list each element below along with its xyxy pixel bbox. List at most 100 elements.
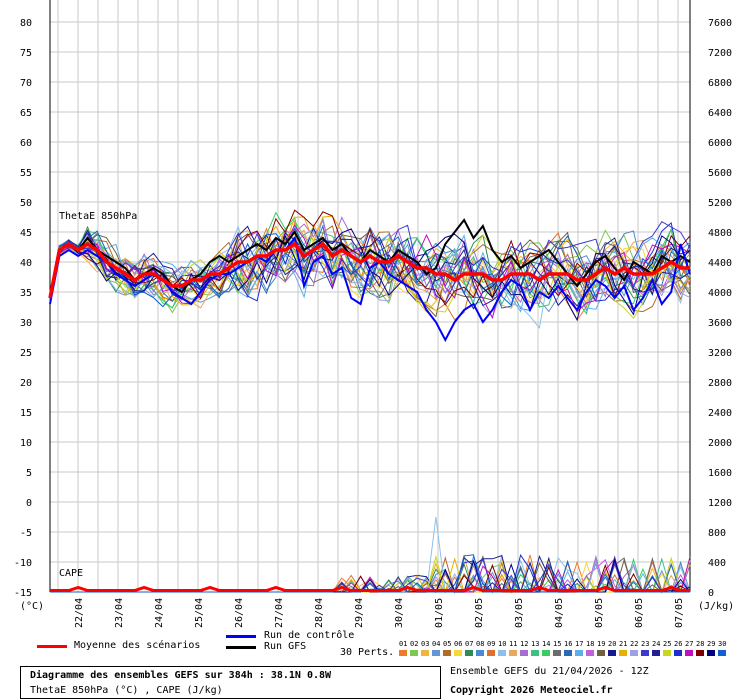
left-tick-label: 60 — [20, 138, 32, 149]
mean-legend-label: Moyenne des scénarios — [74, 640, 201, 651]
pert-swatch — [476, 650, 484, 656]
perturbation-line — [49, 227, 691, 308]
pert-number: 24 — [652, 640, 661, 648]
pert-number: 26 — [674, 640, 683, 648]
pert-number: 01 — [399, 640, 408, 648]
x-tick-label: 28/04 — [314, 598, 325, 628]
left-axis-label: (°C) — [20, 601, 45, 612]
x-tick-label: 22/04 — [74, 598, 85, 628]
mean-legend-line — [37, 645, 67, 648]
pert-swatch — [465, 650, 473, 656]
pert-number: 20 — [608, 640, 617, 648]
pert-number: 18 — [586, 640, 595, 648]
pert-number: 04 — [432, 640, 441, 648]
pert-number: 02 — [410, 640, 419, 648]
left-tick-label: 50 — [20, 198, 32, 209]
right-tick-label: 2800 — [708, 378, 732, 389]
gfs-legend-line — [226, 646, 256, 649]
main-series — [48, 218, 691, 592]
pert-swatch — [520, 650, 528, 656]
left-tick-label: 15 — [20, 408, 32, 419]
pert-number: 13 — [531, 640, 540, 648]
pert-number: 23 — [641, 640, 650, 648]
right-tick-label: 5600 — [708, 168, 732, 179]
gfs-legend-label: Run GFS — [264, 641, 307, 652]
x-tick-label: 27/04 — [274, 598, 285, 628]
right-tick-label: 4400 — [708, 258, 732, 269]
pert-number: 12 — [520, 640, 529, 648]
pert-number: 30 — [718, 640, 727, 648]
pert-number: 21 — [619, 640, 628, 648]
pert-swatch — [542, 650, 550, 656]
right-axis-ticks: 7600720068006400600056005200480044004000… — [708, 18, 732, 599]
chart-title: Diagramme des ensembles GEFS sur 384h : … — [30, 670, 332, 681]
pert-number: 05 — [443, 640, 452, 648]
perturbation-line — [49, 226, 691, 311]
right-tick-label: 5200 — [708, 198, 732, 209]
x-tick-label: 03/05 — [514, 598, 525, 628]
left-tick-label: 0 — [26, 498, 32, 509]
right-tick-label: 800 — [708, 528, 726, 539]
pert-number: 15 — [553, 640, 562, 648]
pert-swatch — [608, 650, 616, 656]
pert-number: 16 — [564, 640, 573, 648]
pert-number: 03 — [421, 640, 430, 648]
pert-swatch — [410, 650, 418, 656]
pert-number: 29 — [707, 640, 716, 648]
pert-swatch — [630, 650, 638, 656]
pert-swatch — [707, 650, 715, 656]
perturbation-line — [49, 240, 691, 298]
pert-swatch — [399, 650, 407, 656]
x-tick-label: 06/05 — [634, 598, 645, 628]
right-tick-label: 3200 — [708, 348, 732, 359]
pert-swatch — [685, 650, 693, 656]
x-tick-label: 04/05 — [554, 598, 565, 628]
perturbation-line — [49, 230, 691, 319]
left-tick-label: 70 — [20, 78, 32, 89]
x-tick-label: 02/05 — [474, 598, 485, 628]
pert-number: 09 — [487, 640, 496, 648]
pert-swatch — [696, 650, 704, 656]
x-tick-label: 29/04 — [354, 598, 365, 628]
pert-number: 08 — [476, 640, 485, 648]
x-tick-label: 26/04 — [234, 598, 245, 628]
pert-swatch — [663, 650, 671, 656]
x-tick-label: 30/04 — [394, 598, 405, 628]
pert-swatch — [597, 650, 605, 656]
x-tick-label: 23/04 — [114, 598, 125, 628]
thetae-series-label: ThetaE 850hPa — [59, 211, 138, 222]
pert-swatch — [553, 650, 561, 656]
pert-swatch — [641, 650, 649, 656]
pert-swatch — [586, 650, 594, 656]
right-tick-label: 1600 — [708, 468, 732, 479]
left-tick-label: 25 — [20, 348, 32, 359]
right-tick-label: 2400 — [708, 408, 732, 419]
right-tick-label: 6000 — [708, 138, 732, 149]
title-box — [20, 666, 441, 699]
pert-number: 07 — [465, 640, 474, 648]
pert-number: 25 — [663, 640, 672, 648]
left-tick-label: 45 — [20, 228, 32, 239]
cape-mean-line — [50, 585, 690, 592]
right-tick-label: 400 — [708, 558, 726, 569]
gfs-run-line — [49, 218, 691, 299]
right-tick-label: 1200 — [708, 498, 732, 509]
right-tick-label: 2000 — [708, 438, 732, 449]
control-legend-line — [226, 635, 256, 638]
pert-number: 06 — [454, 640, 463, 648]
right-tick-label: 6800 — [708, 78, 732, 89]
control-legend-label: Run de contrôle — [264, 630, 355, 641]
copyright: Copyright 2026 Meteociel.fr — [450, 685, 613, 696]
cape-series-label: CAPE — [59, 568, 84, 579]
pert-swatch — [575, 650, 583, 656]
pert-number: 28 — [696, 640, 705, 648]
pert-swatch — [564, 650, 572, 656]
x-tick-label: 05/05 — [594, 598, 605, 628]
pert-swatch — [421, 650, 429, 656]
left-tick-label: 10 — [20, 438, 32, 449]
pert-swatch — [718, 650, 726, 656]
left-tick-label: 65 — [20, 108, 32, 119]
x-tick-label: 01/05 — [434, 598, 445, 628]
